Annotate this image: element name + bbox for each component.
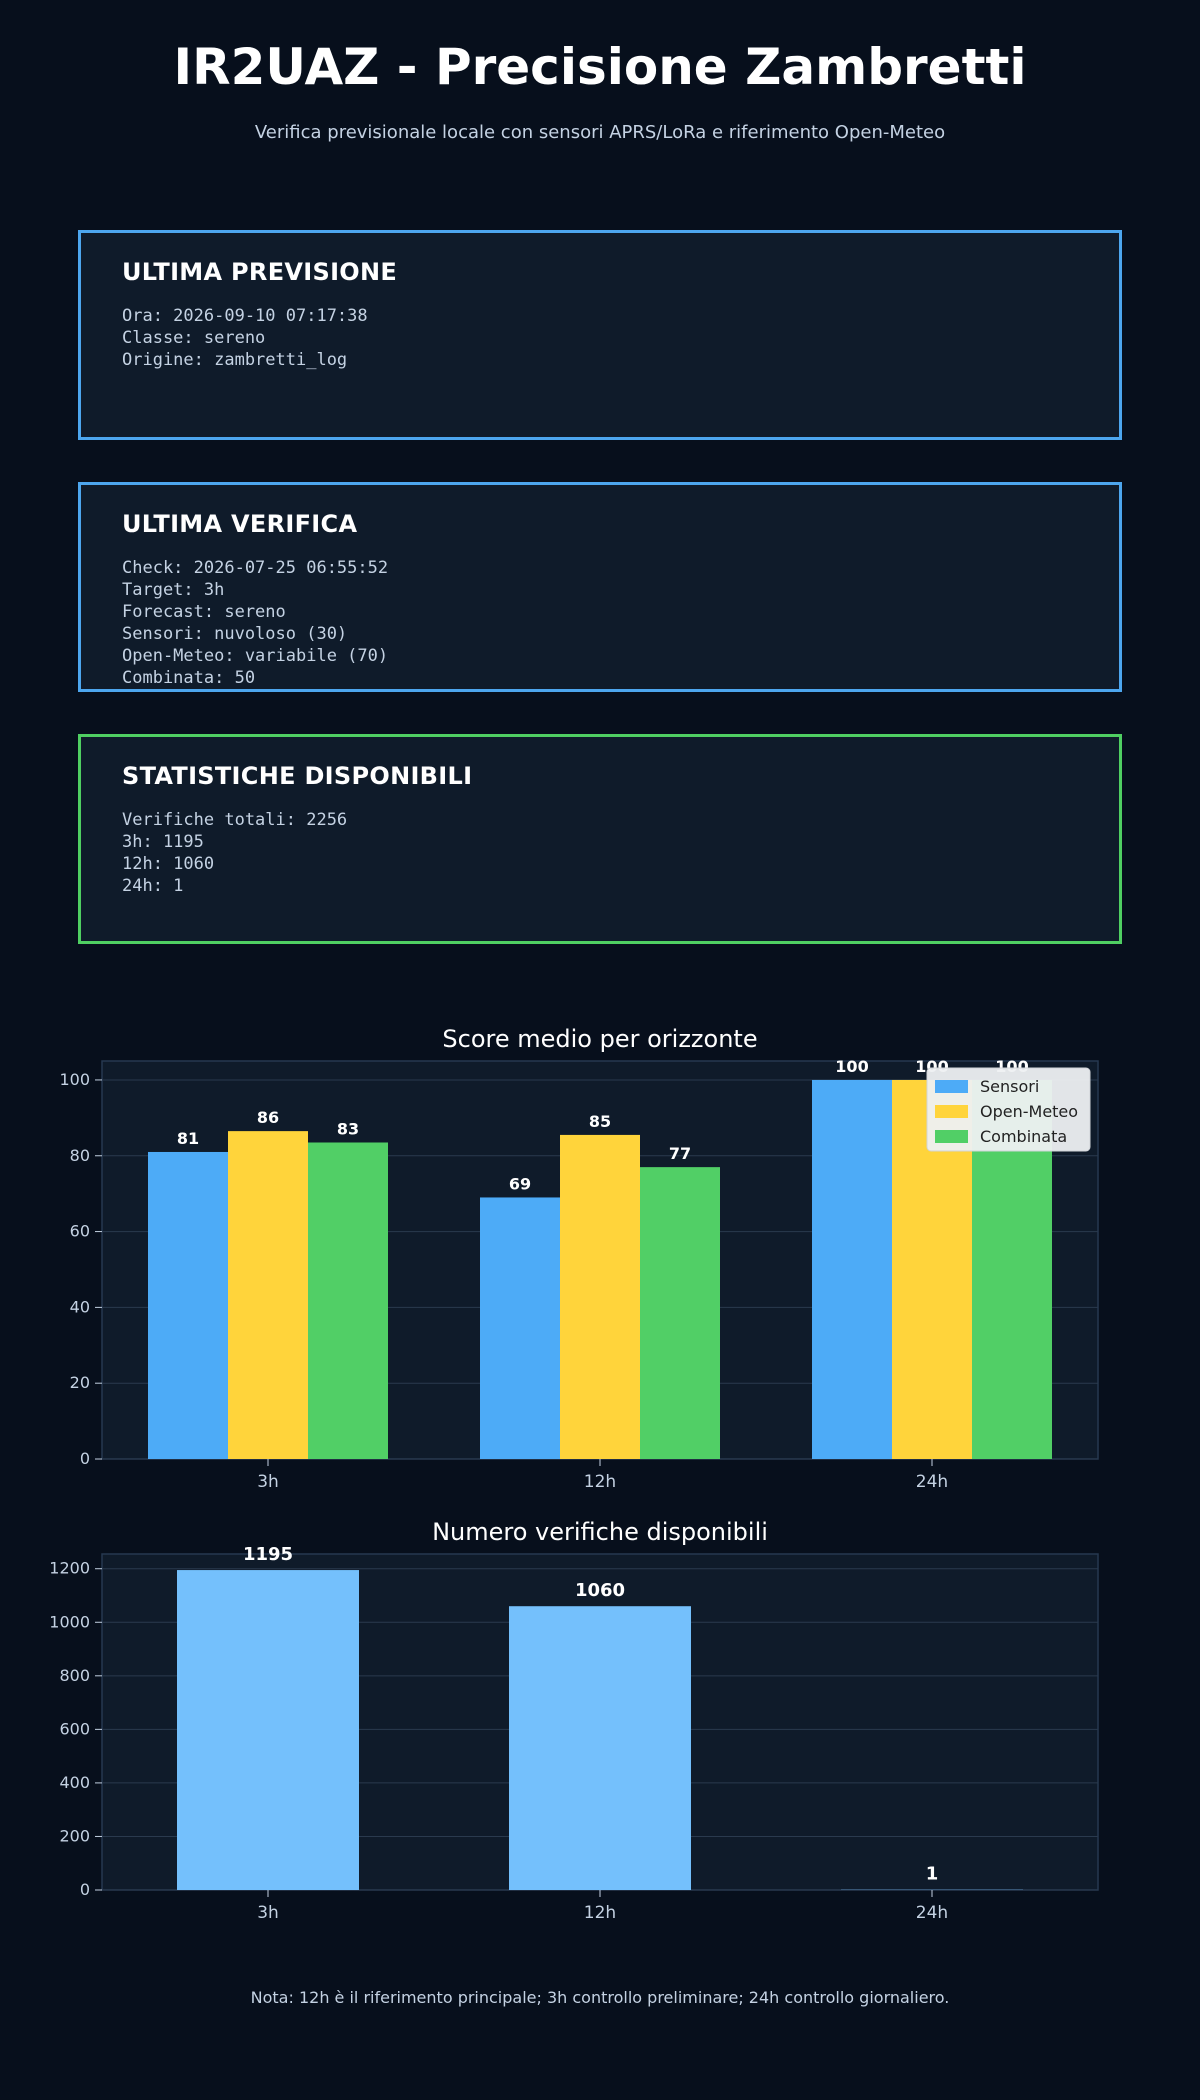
bar-value-label: 100: [835, 1057, 868, 1076]
page-title: IR2UAZ - Precisione Zambretti: [173, 38, 1027, 96]
card-lines: Ora: 2026-09-10 07:17:38 Classe: sereno …: [122, 305, 368, 371]
card-line: Sensori: nuvoloso (30): [122, 624, 348, 644]
x-tick-label: 24h: [916, 1903, 948, 1923]
bar-value-label: 1: [926, 1864, 939, 1885]
card-statistiche-disponibili: STATISTICHE DISPONIBILI Verifiche totali…: [78, 734, 1122, 944]
card-lines: Check: 2026-07-25 06:55:52 Target: 3h Fo…: [122, 557, 388, 689]
card-title: ULTIMA PREVISIONE: [122, 258, 398, 286]
y-tick-label: 40: [70, 1297, 90, 1316]
x-tick-label: 12h: [584, 1472, 616, 1492]
card-line: Forecast: sereno: [122, 602, 286, 622]
card-line: 24h: 1: [122, 876, 184, 896]
card-line: Target: 3h: [122, 580, 225, 600]
card-line: Ora: 2026-09-10 07:17:38: [122, 306, 368, 326]
count-chart: Numero verifiche disponibili 0 200 400 600 80…: [49, 1518, 1099, 1923]
card-line: Classe: sereno: [122, 328, 266, 348]
chart-title: Score medio per orizzonte: [442, 1025, 757, 1053]
y-tick-label: 0: [80, 1449, 90, 1468]
page-subtitle: Verifica previsionale locale con sensori…: [254, 122, 946, 143]
bar-value-label: 1060: [575, 1580, 625, 1601]
y-tick-label: 60: [70, 1222, 90, 1241]
bar-sensori: [812, 1079, 892, 1459]
bar-count: [177, 1570, 359, 1890]
legend-label: Combinata: [980, 1127, 1067, 1146]
legend-label: Open-Meteo: [980, 1102, 1078, 1121]
y-tick-label: 1000: [49, 1612, 90, 1631]
y-tick-label: 20: [70, 1373, 90, 1392]
y-tick-label: 100: [59, 1070, 90, 1089]
card-line: 3h: 1195: [122, 832, 204, 852]
bar-value-label: 86: [257, 1108, 279, 1127]
y-tick-label: 0: [80, 1880, 90, 1899]
bar-value-label: 69: [509, 1174, 531, 1193]
bar-sensori: [148, 1151, 228, 1459]
card-line: Origine: zambretti_log: [122, 350, 348, 370]
bar-value-label: 81: [177, 1129, 199, 1148]
bar-open-meteo: [560, 1134, 640, 1459]
x-tick-label: 12h: [584, 1903, 616, 1923]
x-tick-label: 3h: [257, 1472, 279, 1492]
y-tick-label: 400: [59, 1773, 90, 1792]
bar-combinata: [640, 1167, 720, 1459]
card-title: STATISTICHE DISPONIBILI: [122, 762, 473, 790]
card-line: Check: 2026-07-25 06:55:52: [122, 558, 389, 578]
bar-open-meteo: [228, 1131, 308, 1459]
x-tick-label: 24h: [916, 1472, 948, 1492]
card-line: Combinata: 50: [122, 668, 256, 688]
card-title: ULTIMA VERIFICA: [122, 510, 358, 538]
bar-combinata: [308, 1142, 388, 1459]
bar-value-label: 85: [589, 1112, 611, 1131]
y-tick-label: 800: [59, 1666, 90, 1685]
score-chart: Score medio per orizzonte 0 20 40 60 80 100 3h 1…: [59, 1025, 1099, 1492]
x-tick-label: 3h: [257, 1903, 279, 1923]
y-tick-label: 600: [59, 1719, 90, 1738]
card-line: Open-Meteo: variabile (70): [122, 646, 389, 666]
y-tick-label: 80: [70, 1146, 90, 1165]
card-line: Verifiche totali: 2256: [122, 810, 348, 830]
y-tick-label: 1200: [49, 1559, 90, 1578]
card-line: 12h: 1060: [122, 854, 215, 874]
bar-value-label: 77: [669, 1144, 691, 1163]
legend-swatch: [935, 1080, 968, 1093]
legend-swatch: [935, 1130, 968, 1143]
bar-sensori: [480, 1197, 560, 1459]
card-ultima-verifica: ULTIMA VERIFICA Check: 2026-07-25 06:55:…: [78, 482, 1122, 692]
card-lines: Verifiche totali: 2256 3h: 1195 12h: 106…: [122, 809, 347, 897]
footer-note: Nota: 12h è il riferimento principale; 3…: [250, 1988, 950, 2007]
y-tick-label: 200: [59, 1826, 90, 1845]
bar-count: [509, 1606, 691, 1890]
legend-swatch: [935, 1105, 968, 1118]
legend-label: Sensori: [980, 1077, 1039, 1096]
bar-value-label: 1195: [243, 1544, 293, 1565]
card-ultima-previsione: ULTIMA PREVISIONE Ora: 2026-09-10 07:17:…: [78, 230, 1122, 440]
chart-title: Numero verifiche disponibili: [432, 1518, 768, 1546]
bar-value-label: 83: [337, 1119, 359, 1138]
